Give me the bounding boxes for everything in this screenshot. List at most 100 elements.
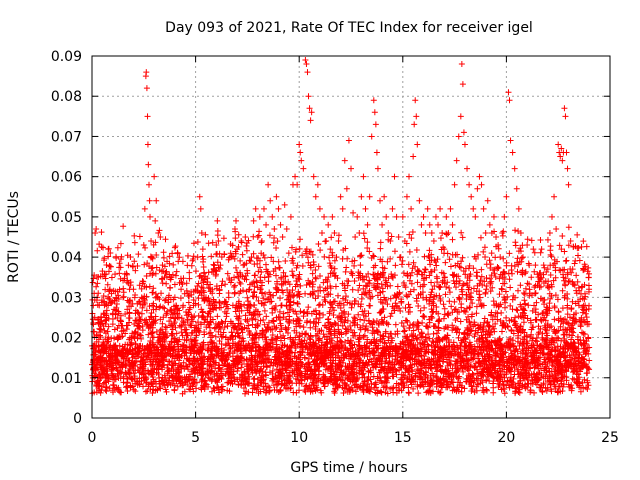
data-point [297,282,304,289]
data-point [298,380,305,387]
data-point [196,329,203,336]
data-point [249,335,256,342]
data-point [479,282,486,289]
data-point [397,308,404,315]
data-point [451,387,458,394]
data-point [140,383,147,390]
data-point [258,239,265,246]
data-point [373,364,380,371]
data-point [444,362,451,369]
data-point [398,371,405,378]
data-point [548,323,555,330]
data-point [211,262,218,269]
data-point [145,331,152,338]
data-point [283,367,290,374]
data-point [309,251,316,258]
data-point [224,323,231,330]
data-point [216,337,223,344]
data-point [132,267,139,274]
data-point [548,253,555,260]
data-point [575,284,582,291]
data-point [420,313,427,320]
data-point [176,378,183,385]
data-point [458,258,465,265]
data-point [535,278,542,285]
data-point [191,342,198,349]
data-point [335,232,342,239]
data-point [539,310,546,317]
data-point [565,320,572,327]
data-point [584,344,591,351]
data-point [174,341,181,348]
data-point [347,323,354,330]
data-point [93,338,100,345]
data-point [355,274,362,281]
data-point [580,238,587,245]
data-point [327,304,334,311]
data-point [262,299,269,306]
data-point [339,322,346,329]
data-point [105,253,112,260]
data-point [153,328,160,335]
data-point [566,314,573,321]
data-point [231,282,238,289]
data-point [289,255,296,262]
data-point [551,316,558,323]
data-point [578,243,585,250]
data-point [127,342,134,349]
data-point [503,262,510,269]
data-point [160,343,167,350]
data-point [561,316,568,323]
data-point [313,275,320,282]
data-point [163,388,170,395]
data-point [373,384,380,391]
data-point [205,347,212,354]
data-point [296,387,303,394]
data-point [300,313,307,320]
data-point [283,384,290,391]
data-point [289,244,296,251]
data-point [206,324,213,331]
data-point [280,269,287,276]
data-point [351,314,358,321]
data-point [139,304,146,311]
data-point [398,319,405,326]
data-point [151,353,158,360]
data-point [522,285,529,292]
data-point [131,373,138,380]
data-point [201,316,208,323]
data-point [426,247,433,254]
data-point [426,272,433,279]
data-point [199,376,206,383]
data-point [365,280,372,287]
data-point [176,357,183,364]
data-point [459,254,466,261]
data-point [161,305,168,312]
data-point [517,363,524,370]
data-point [306,335,313,342]
data-point [494,342,501,349]
data-point [360,333,367,340]
data-point [268,336,275,343]
data-point [220,329,227,336]
data-point [487,279,494,286]
data-point [273,341,280,348]
data-point [372,262,379,269]
data-point [100,244,107,251]
data-point [198,306,205,313]
data-point [568,305,575,312]
data-point [379,318,386,325]
data-point [451,369,458,376]
data-point [437,296,444,303]
data-point [222,342,229,349]
data-point [184,252,191,259]
data-point [404,293,411,300]
data-point [494,375,501,382]
data-point [579,364,586,371]
data-point [274,333,281,340]
data-point [315,375,322,382]
data-point [129,346,136,353]
data-point [496,361,503,368]
data-point [564,311,571,318]
data-point [585,382,592,389]
